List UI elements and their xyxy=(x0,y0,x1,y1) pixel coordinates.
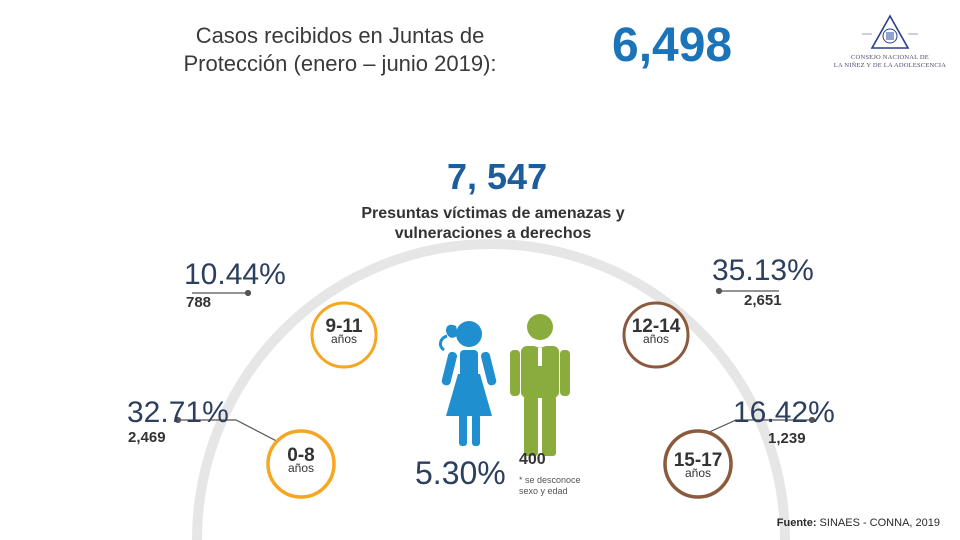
age-group-12-14: 12-14 años xyxy=(622,316,690,346)
age-range-12-14: 12-14 xyxy=(631,316,681,337)
percent-12-14: 35.13% xyxy=(712,254,814,287)
logo-text-line2: LA NIÑEZ Y DE LA ADOLESCENCIA xyxy=(833,62,947,69)
source-footnote: Fuente: SINAES - CONNA, 2019 xyxy=(750,517,940,529)
count-12-14: 2,651 xyxy=(744,292,782,309)
age-range-15-17: 15-17 xyxy=(673,450,723,471)
logo-text-line1: CONSEJO NACIONAL DE xyxy=(851,54,929,61)
leader-dot-15-17 xyxy=(808,416,816,424)
unknown-count: 400 xyxy=(519,451,546,468)
source-text: SINAES - CONNA, 2019 xyxy=(816,517,940,529)
count-9-11: 788 xyxy=(186,294,212,311)
header-title-line2: Protección (enero – junio 2019): xyxy=(183,51,497,76)
victims-label-line1: Presuntas víctimas de amenazas y xyxy=(361,205,625,222)
percent-0-8: 32.71% xyxy=(127,396,229,429)
leader-line-0-8 xyxy=(178,419,291,449)
age-group-15-17: 15-17 años xyxy=(664,450,732,480)
header-title-line1: Casos recibidos en Juntas de xyxy=(195,23,485,48)
boy-figure-icon xyxy=(510,314,570,456)
age-unit-15-17: años xyxy=(684,466,712,480)
age-unit-9-11: años xyxy=(330,332,358,346)
age-range-9-11: 9-11 xyxy=(325,316,363,337)
count-15-17: 1,239 xyxy=(768,430,806,447)
age-unit-12-14: años xyxy=(642,332,670,346)
count-0-8: 2,469 xyxy=(128,429,166,446)
victims-total: 7, 547 xyxy=(447,156,548,197)
age-range-0-8: 0-8 xyxy=(287,445,315,466)
victims-label-line2: vulneraciones a derechos xyxy=(394,225,592,242)
percent-15-17: 16.42% xyxy=(733,396,835,429)
percent-9-11: 10.44% xyxy=(184,258,286,291)
age-unit-0-8: años xyxy=(287,461,315,475)
unknown-note-line1: * se desconoce xyxy=(519,475,581,485)
header-title: Casos recibidos en Juntas de Protección … xyxy=(130,22,550,78)
age-group-9-11: 9-11 años xyxy=(310,316,378,346)
cases-total: 6,498 xyxy=(612,19,733,72)
age-circle-15-17 xyxy=(663,429,733,499)
leader-dot-0-8 xyxy=(174,416,182,424)
source-label: Fuente: xyxy=(776,517,817,529)
conna-logo: CONSEJO NACIONAL DE LA NIÑEZ Y DE LA ADO… xyxy=(832,10,948,80)
leader-dot-9-11 xyxy=(244,289,252,297)
girl-figure-icon xyxy=(438,321,497,446)
unknown-note: * se desconoce sexo y edad xyxy=(519,475,629,497)
victims-label: Presuntas víctimas de amenazas y vulnera… xyxy=(320,204,666,244)
leader-dot-12-14 xyxy=(715,287,723,295)
age-group-0-8: 0-8 años xyxy=(267,445,335,475)
unknown-note-line2: sexo y edad xyxy=(519,486,568,496)
age-circle-9-11 xyxy=(310,301,378,369)
coat-of-arms-icon xyxy=(862,14,918,49)
arc-track xyxy=(192,239,790,540)
unknown-percent: 5.30% xyxy=(415,455,506,491)
age-circle-12-14 xyxy=(622,301,690,369)
age-circle-0-8 xyxy=(266,429,336,499)
